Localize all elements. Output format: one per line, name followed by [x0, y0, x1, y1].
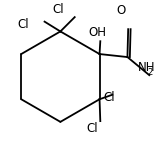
- Text: Cl: Cl: [52, 3, 64, 16]
- Text: 2: 2: [147, 68, 152, 77]
- Text: OH: OH: [89, 26, 107, 39]
- Text: Cl: Cl: [17, 18, 29, 31]
- Text: Cl: Cl: [86, 122, 98, 135]
- Text: NH: NH: [138, 61, 155, 74]
- Text: Cl: Cl: [104, 91, 115, 104]
- Text: O: O: [117, 4, 126, 17]
